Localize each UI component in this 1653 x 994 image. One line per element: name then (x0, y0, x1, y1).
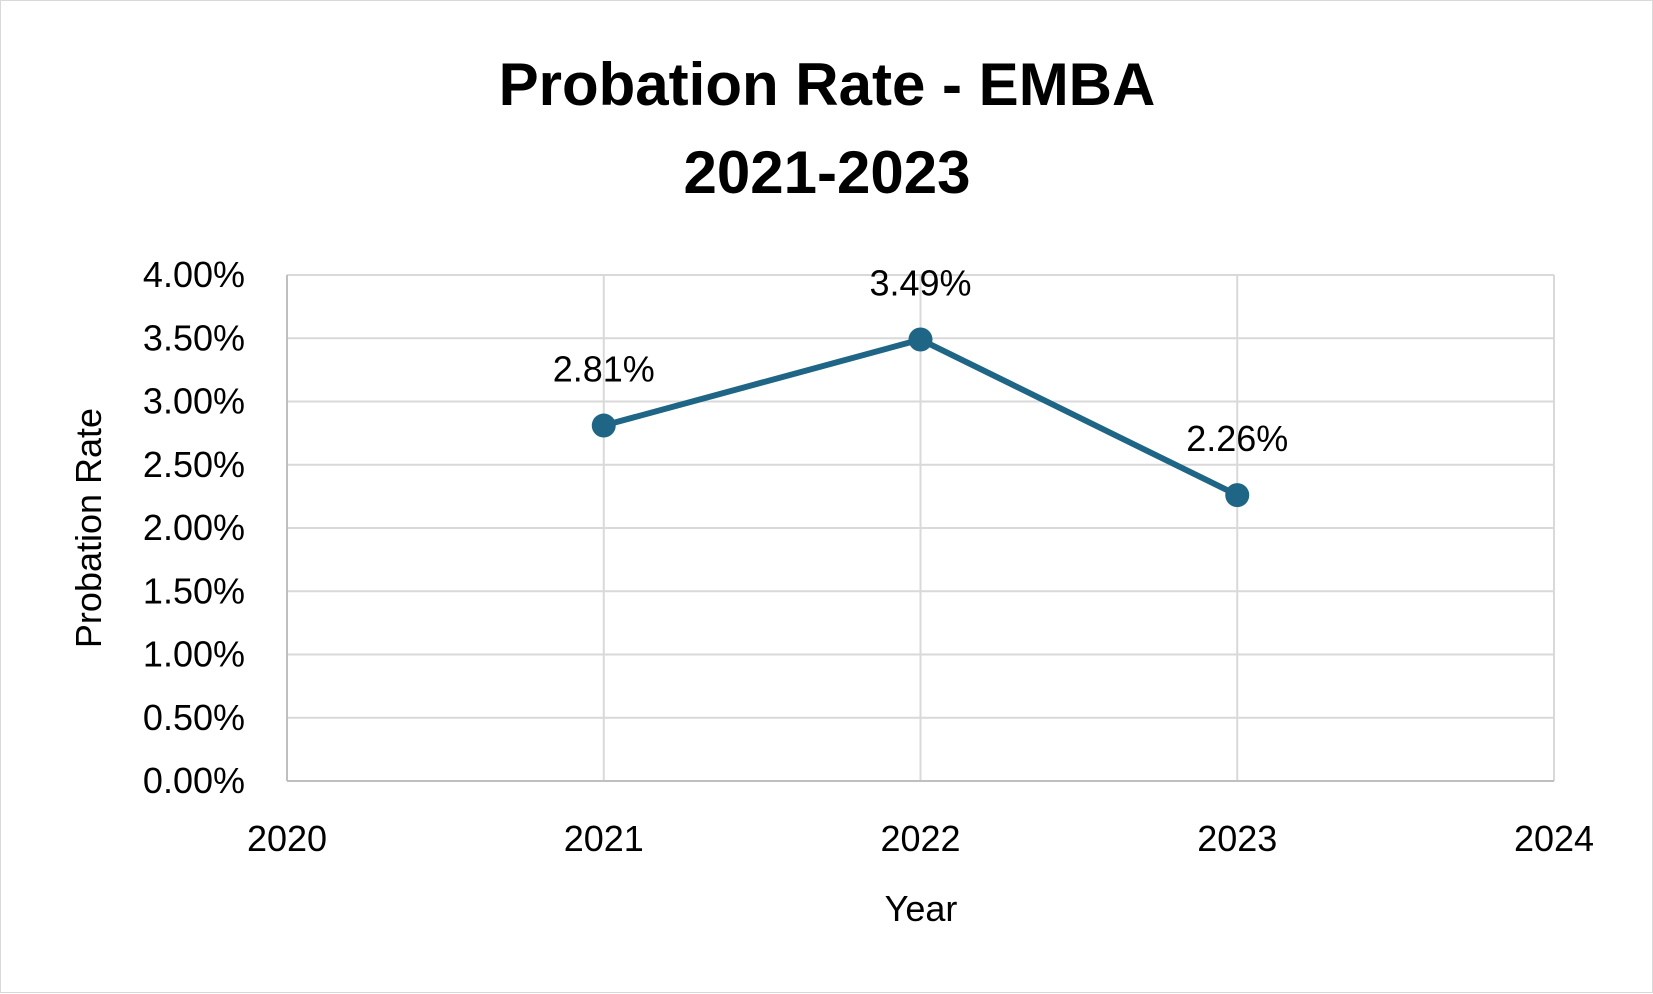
y-tick-label: 2.50% (143, 444, 245, 485)
series-layer (591, 327, 1250, 508)
x-tick-label: 2020 (247, 818, 327, 859)
labels-layer: 0.00% 0.50% 1.00% 1.50% 2.00% 2.50% 3.00% 3.50%… (143, 254, 1594, 859)
x-tick-label: 2022 (880, 818, 960, 859)
y-tick-label: 2.00% (143, 507, 245, 548)
data-point (591, 413, 616, 438)
chart-title-line-1: Probation Rate - EMBA (499, 51, 1156, 118)
x-tick-label: 2021 (564, 818, 644, 859)
data-label: 2.26% (1186, 418, 1288, 459)
x-tick-label: 2023 (1197, 818, 1277, 859)
y-tick-label: 3.00% (143, 381, 245, 422)
data-label: 2.81% (553, 349, 655, 390)
axes (286, 275, 1554, 782)
y-tick-label: 0.50% (143, 697, 245, 738)
chart-title-line-2: 2021-2023 (684, 139, 971, 206)
data-point (908, 327, 933, 352)
y-tick-label: 4.00% (143, 254, 245, 295)
y-tick-label: 1.00% (143, 634, 245, 675)
x-axis-label: Year (885, 888, 958, 929)
data-point (1225, 483, 1250, 508)
grid-lines (286, 274, 1555, 782)
y-tick-label: 1.50% (143, 570, 245, 611)
y-tick-label: 3.50% (143, 317, 245, 358)
data-label: 3.49% (869, 263, 971, 304)
y-axis-label: Probation Rate (68, 408, 109, 648)
y-tick-label: 0.00% (143, 760, 245, 801)
x-tick-label: 2024 (1514, 818, 1594, 859)
